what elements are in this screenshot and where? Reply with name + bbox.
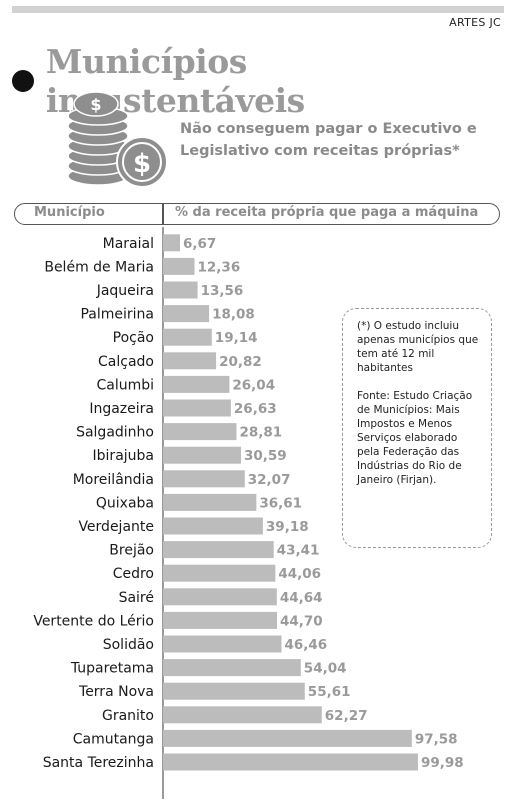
bar [163, 753, 418, 771]
category-label: Brejão [109, 543, 154, 559]
bar [163, 659, 301, 677]
value-label: 44,06 [278, 566, 321, 582]
bar [163, 493, 257, 511]
category-label: Calçado [98, 354, 154, 370]
footnote-text: (*) O estudo incluiu apenas municípios q… [357, 320, 479, 374]
category-label: Jaqueira [96, 283, 154, 299]
header-municipio: Município [34, 205, 105, 220]
svg-text:$: $ [90, 95, 101, 114]
value-label: 43,41 [277, 543, 320, 559]
category-label: Belém de Maria [44, 259, 154, 275]
bar [163, 257, 195, 275]
value-label: 19,14 [215, 330, 258, 346]
bar [163, 328, 212, 346]
category-label: Maraial [103, 236, 154, 252]
bar [163, 423, 237, 441]
value-label: 55,61 [308, 684, 351, 700]
value-label: 20,82 [219, 354, 262, 370]
value-label: 28,81 [239, 425, 282, 441]
value-label: 30,59 [244, 448, 287, 464]
category-label: Palmeirina [80, 307, 154, 323]
value-label: 6,67 [183, 236, 216, 252]
value-label: 39,18 [266, 519, 309, 535]
category-label: Ibirajuba [93, 448, 154, 464]
value-label: 99,98 [421, 755, 464, 771]
bar [163, 470, 245, 488]
bar [163, 541, 274, 559]
bar [163, 234, 181, 252]
category-label: Cedro [113, 566, 154, 582]
value-label: 44,64 [280, 590, 323, 606]
bar [163, 706, 322, 724]
header-percentage: % da receita própria que paga a máquina [175, 205, 479, 220]
title-row: Municípios insustentáveis [12, 42, 515, 120]
bar [163, 588, 277, 606]
value-label: 13,56 [201, 283, 244, 299]
value-label: 26,04 [232, 377, 275, 393]
table-header [14, 203, 500, 225]
svg-text:$: $ [133, 149, 151, 179]
top-rule [12, 6, 504, 13]
chart-subtitle: Não conseguem pagar o Executivo e Legisl… [180, 121, 477, 159]
value-label: 62,27 [325, 708, 368, 724]
bar [163, 446, 242, 464]
category-label: Poção [113, 330, 154, 346]
category-label: Tuparetama [70, 661, 154, 677]
category-label: Quixaba [96, 495, 154, 511]
credit-label: ARTES JC [449, 16, 501, 29]
value-label: 18,08 [212, 307, 255, 323]
category-label: Salgadinho [76, 425, 154, 441]
category-label: Granito [102, 708, 154, 724]
category-label: Moreilândia [73, 472, 154, 488]
bar [163, 517, 263, 535]
value-label: 26,63 [234, 401, 277, 417]
category-label: Ingazeira [89, 401, 154, 417]
category-label: Solidão [103, 637, 154, 653]
category-label: Sairé [119, 590, 154, 606]
bar [163, 281, 198, 299]
value-label: 32,07 [248, 472, 291, 488]
value-label: 46,46 [284, 637, 327, 653]
source-text: Fonte: Estudo Criação de Municípios: Mai… [357, 390, 473, 486]
bar [163, 635, 282, 653]
bar [163, 729, 412, 747]
category-label: Terra Nova [78, 684, 154, 700]
category-label: Verdejante [78, 519, 154, 535]
category-label: Calumbi [96, 377, 154, 393]
category-label: Santa Terezinha [43, 755, 154, 771]
bar [163, 564, 276, 582]
bar [163, 375, 230, 393]
chart-title: Municípios insustentáveis [45, 42, 305, 120]
bullet-dot-icon [12, 70, 34, 92]
category-label: Vertente do Lério [33, 613, 154, 629]
axis-line [162, 227, 164, 799]
coin-stack-icon: $ $ [67, 91, 168, 188]
value-label: 36,61 [259, 495, 302, 511]
bar [163, 352, 217, 370]
bar [163, 305, 210, 323]
bar [163, 611, 277, 629]
value-label: 44,70 [280, 613, 323, 629]
footnote-box: (*) O estudo incluiu apenas municípios q… [342, 308, 492, 548]
value-label: 54,04 [304, 661, 347, 677]
header-divider [162, 203, 164, 225]
bar [163, 682, 305, 700]
bar [163, 399, 231, 417]
value-label: 97,58 [415, 731, 458, 747]
value-label: 12,36 [198, 259, 241, 275]
category-label: Camutanga [73, 731, 154, 747]
